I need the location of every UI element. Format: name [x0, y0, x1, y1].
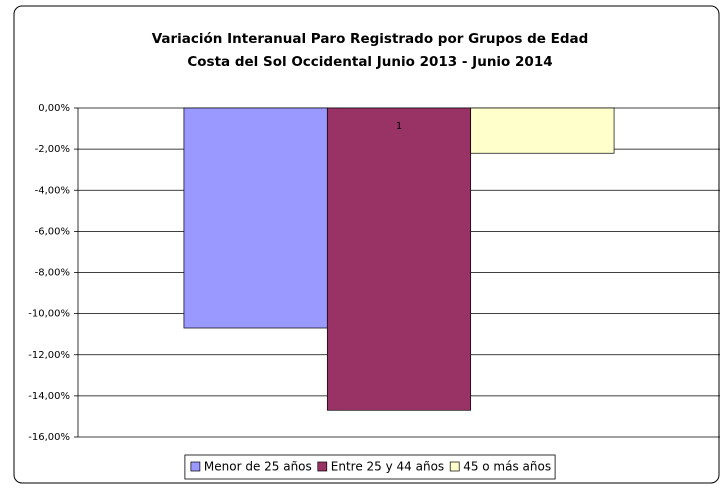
chart-title: Variación Interanual Paro Registrado por… — [152, 31, 589, 47]
chart-subtitle: Costa del Sol Occidental Junio 2013 - Ju… — [187, 54, 552, 70]
legend-label: Menor de 25 años — [204, 460, 312, 474]
legend-swatch — [449, 461, 460, 472]
y-tick-label: -16,00% — [28, 432, 70, 443]
y-tick-label: 0,00% — [38, 103, 70, 114]
bar — [470, 107, 615, 154]
y-tick-label: -6,00% — [35, 226, 70, 237]
y-tick-label: -14,00% — [28, 391, 70, 402]
y-tick-label: -10,00% — [28, 309, 70, 320]
y-tick-label: -4,00% — [35, 185, 70, 196]
legend-swatch — [317, 461, 328, 472]
bar — [183, 107, 328, 329]
y-tick-label: -12,00% — [28, 350, 70, 361]
legend-label: Entre 25 y 44 años — [331, 460, 444, 474]
legend-label: 45 o más años — [463, 460, 551, 474]
y-tick-label: -2,00% — [35, 144, 70, 155]
y-tick-label: -8,00% — [35, 268, 70, 279]
legend-swatch — [190, 461, 201, 472]
legend-box — [184, 454, 556, 480]
bar — [326, 107, 472, 411]
x-tick-label: 1 — [396, 121, 402, 132]
